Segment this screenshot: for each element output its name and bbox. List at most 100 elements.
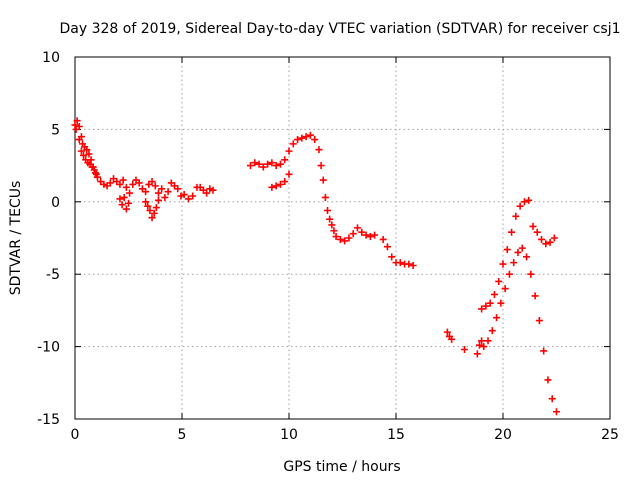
x-tick-label: 15 — [387, 427, 405, 443]
data-point — [302, 133, 310, 141]
data-point — [379, 235, 387, 243]
data-point — [503, 246, 511, 254]
data-point — [119, 176, 127, 184]
data-point — [189, 192, 197, 200]
data-point — [281, 178, 289, 186]
data-point — [505, 270, 513, 278]
data-point — [184, 195, 192, 203]
data-point — [336, 235, 344, 243]
data-point — [533, 228, 541, 236]
data-point — [126, 189, 134, 197]
data-point — [144, 202, 152, 210]
data-point — [405, 260, 413, 268]
data-point — [285, 170, 293, 178]
data-point — [142, 188, 150, 196]
plot-frame — [74, 56, 611, 420]
data-point — [535, 317, 543, 325]
data-point — [396, 259, 404, 267]
data-point — [72, 125, 80, 133]
data-point — [116, 195, 124, 203]
data-point — [154, 189, 162, 197]
data-point — [490, 290, 498, 298]
data-point — [311, 136, 319, 144]
data-point — [518, 244, 526, 252]
data-point — [332, 233, 340, 241]
data-point — [83, 146, 91, 154]
data-point — [120, 193, 128, 201]
data-point — [546, 238, 554, 246]
data-point — [540, 347, 548, 355]
data-points — [71, 117, 560, 416]
data-point — [341, 237, 349, 245]
data-point — [499, 260, 507, 268]
data-point — [328, 221, 336, 229]
data-point — [158, 185, 166, 193]
data-point — [497, 299, 505, 307]
data-point — [268, 159, 276, 167]
data-point — [488, 327, 496, 335]
data-point — [514, 248, 522, 256]
data-point — [122, 183, 130, 191]
data-point — [383, 243, 391, 251]
data-point — [294, 136, 302, 144]
x-tick-label: 20 — [494, 427, 512, 443]
data-point — [80, 151, 88, 159]
data-point — [538, 235, 546, 243]
data-point — [553, 408, 560, 416]
data-point — [85, 150, 93, 158]
y-tick-label: -5 — [46, 267, 60, 283]
data-point — [460, 345, 468, 353]
data-point — [122, 205, 130, 213]
data-point — [272, 182, 280, 190]
data-point — [482, 302, 490, 310]
y-axis-label: SDTVAR / TECUs — [8, 181, 24, 296]
data-point — [289, 140, 297, 148]
data-point — [203, 189, 211, 197]
data-point — [125, 199, 132, 207]
data-point — [142, 198, 150, 206]
data-point — [478, 337, 486, 345]
data-point — [371, 231, 379, 239]
data-point — [409, 262, 417, 270]
data-point — [388, 253, 396, 261]
data-point — [345, 234, 353, 242]
x-axis-label: GPS time / hours — [283, 459, 400, 475]
data-point — [90, 166, 98, 174]
data-point — [527, 270, 535, 278]
grid-lines — [75, 57, 610, 419]
data-point — [349, 230, 357, 238]
data-point — [548, 395, 556, 403]
data-point — [177, 192, 185, 200]
data-point — [180, 191, 188, 199]
data-point — [148, 178, 156, 186]
data-point — [443, 328, 451, 336]
data-point — [259, 163, 267, 171]
data-point — [255, 160, 263, 168]
data-point — [151, 182, 159, 190]
data-point — [106, 179, 114, 187]
data-point — [478, 305, 486, 313]
data-point — [493, 314, 501, 322]
data-point — [164, 188, 172, 196]
data-point — [520, 198, 528, 206]
data-point — [523, 253, 531, 261]
data-point — [174, 185, 182, 193]
data-point — [71, 121, 79, 129]
data-point — [324, 206, 332, 214]
data-point — [531, 292, 539, 300]
data-point — [315, 146, 323, 154]
data-point — [100, 180, 108, 188]
data-point — [516, 202, 524, 210]
chart-title: Day 328 of 2019, Sidereal Day-to-day VTE… — [59, 21, 620, 37]
data-point — [317, 162, 325, 170]
data-point — [486, 299, 494, 307]
data-point — [118, 201, 126, 209]
y-tick-label: -10 — [37, 340, 60, 356]
data-point — [525, 196, 533, 204]
data-point — [251, 159, 259, 167]
data-point — [152, 204, 160, 212]
y-tick-label: 5 — [51, 122, 60, 138]
data-point — [330, 227, 338, 235]
data-point — [484, 337, 492, 345]
